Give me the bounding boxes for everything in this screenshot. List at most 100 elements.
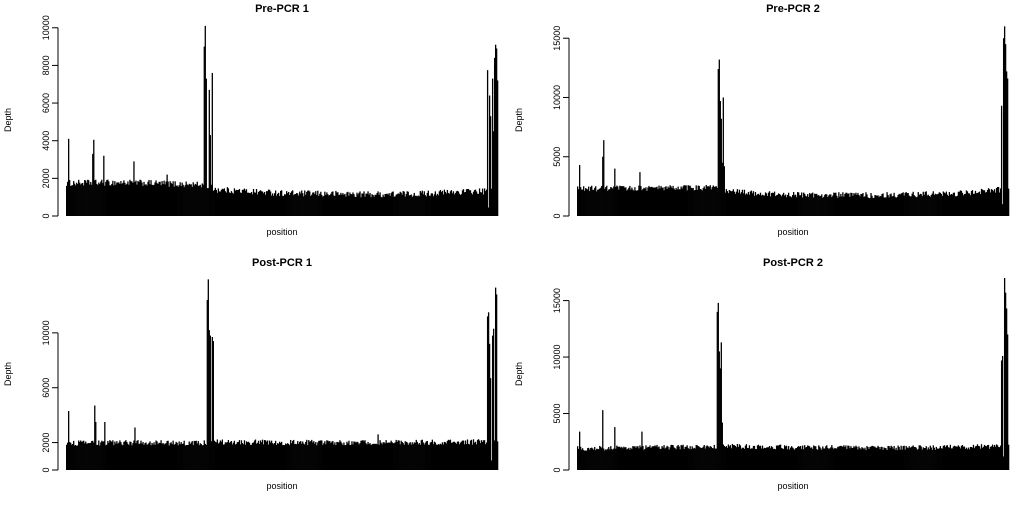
depth-bar [281,190,283,216]
depth-bar [273,193,276,216]
depth-bar [394,442,396,470]
depth-bar [269,191,272,216]
depth-bar [231,444,234,470]
depth-bar [486,70,489,217]
depth-bar [620,447,622,470]
depth-bar [358,192,360,216]
depth-bar [424,195,426,216]
depth-bar [846,192,848,216]
depth-bar [929,196,931,216]
depth-bar [392,191,394,216]
depth-bar [999,445,1002,470]
depth-bar [189,443,191,470]
depth-bar [201,445,203,470]
depth-bar [79,182,81,216]
depth-bar [844,447,846,470]
depth-bar [995,187,998,216]
depth-bar [649,187,651,216]
depth-bar [936,448,938,470]
depth-bar [595,186,597,216]
depth-bar [160,185,162,216]
depth-bar [444,442,447,470]
depth-bar [413,442,415,470]
depth-bar [263,191,266,216]
depth-bar [875,195,877,216]
depth-bar [302,193,304,216]
depth-bar [445,193,448,216]
depth-bar [338,442,340,470]
depth-bar [820,195,822,216]
depth-bar [372,443,374,470]
depth-bar [899,449,901,470]
depth-bar [878,197,880,216]
depth-bar [468,444,471,470]
depth-bar [644,188,646,216]
depth-bar [953,192,956,216]
depth-bar [852,195,854,216]
depth-bar [420,192,422,216]
depth-bar [363,441,365,470]
depth-bar [687,447,689,470]
depth-bar [593,190,595,216]
depth-bar [997,446,1000,470]
depth-bar [98,440,100,470]
depth-bar [900,193,902,216]
depth-bar [782,449,785,470]
depth-bar [763,195,766,216]
depth-bar [850,446,852,470]
depth-bar [320,440,322,470]
depth-bar [449,439,452,470]
depth-bar [831,197,833,216]
depth-bar [805,195,807,216]
depth-bars [577,26,1010,217]
depth-bar [175,441,177,470]
depth-bar [354,441,356,470]
y-tick-label: 2000 [41,168,51,188]
depth-bar [809,193,811,216]
depth-bar [305,441,307,470]
depth-bar [357,194,359,216]
depth-bar [970,191,973,216]
depth-bar [707,446,709,470]
depth-bar [796,197,798,216]
depth-bar [435,195,438,216]
x-axis-label: position [777,481,808,491]
depth-bar [288,191,290,216]
depth-bar [186,445,188,470]
depth-bar [138,444,140,470]
depth-bar [486,316,489,470]
depth-bar [696,445,698,470]
depth-bar [710,189,712,216]
depth-bar [335,190,337,216]
depth-bar [1001,355,1004,470]
depth-bar [930,447,932,470]
depth-bar [377,191,379,216]
depth-bar [713,186,715,216]
depth-bar [935,194,937,216]
depth-bar [87,443,89,470]
depth-bar [987,188,990,216]
depth-bar [213,189,215,216]
depth-bar [119,184,121,216]
depth-bar [422,442,424,470]
depth-bar [606,185,608,216]
panel-post-pcr-1: Post-PCR 1 position Depth 0 2000 6000 10000 [0,254,511,507]
depth-bar [749,191,752,216]
depth-bar [411,442,413,470]
depth-bar [405,193,407,216]
depth-bar [875,448,877,470]
depth-bar [346,441,348,470]
depth-bar [868,448,870,470]
depth-bar [962,195,965,216]
depth-bar [379,440,381,470]
depth-bar [993,444,996,470]
depth-bar [476,193,479,216]
depth-bar [661,446,663,470]
depth-bar [313,441,315,470]
depth-bar [921,196,923,216]
depth-bar [949,444,952,470]
depth-bar [718,351,720,470]
depth-bar [708,447,710,470]
depth-bar [312,442,314,470]
depth-bar [443,441,446,470]
